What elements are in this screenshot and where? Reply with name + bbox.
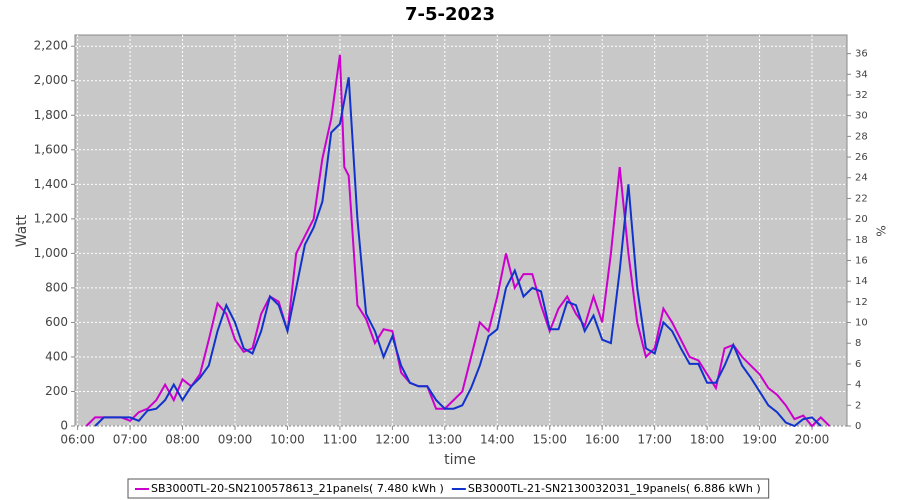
- y-tick-label: 0: [60, 419, 68, 433]
- x-tick-label: 08:00: [165, 433, 200, 447]
- x-tick-label: 09:00: [218, 433, 253, 447]
- y2-tick-label: 26: [855, 152, 868, 163]
- y-tick-label: 1,600: [34, 142, 68, 156]
- y-tick-label: 2,200: [34, 39, 68, 53]
- y2-tick-label: 6: [855, 359, 861, 370]
- x-tick-label: 17:00: [637, 433, 672, 447]
- y2-tick-label: 32: [855, 90, 868, 101]
- y2-tick-label: 12: [855, 297, 868, 308]
- y-tick-label: 1,200: [34, 211, 68, 225]
- y2-tick-label: 36: [855, 49, 868, 60]
- y-tick-label: 400: [45, 349, 68, 363]
- y2-tick-label: 16: [855, 255, 868, 266]
- chart-title: 7-5-2023: [405, 4, 495, 25]
- legend-label: SB3000TL-21-SN2130032031_19panels( 6.886…: [468, 482, 761, 495]
- y2-tick-label: 28: [855, 131, 868, 142]
- y2-tick-label: 4: [855, 380, 861, 391]
- y2-tick-label: 34: [855, 69, 868, 80]
- y2-tick-label: 20: [855, 214, 868, 225]
- x-tick-label: 10:00: [270, 433, 305, 447]
- x-tick-label: 06:00: [60, 433, 95, 447]
- y-tick-label: 1,400: [34, 177, 68, 191]
- y-tick-label: 600: [45, 315, 68, 329]
- x-tick-label: 14:00: [480, 433, 515, 447]
- y2-tick-label: 2: [855, 400, 861, 411]
- y-tick-label: 2,000: [34, 73, 68, 87]
- y2-tick-label: 10: [855, 318, 868, 329]
- y2-tick-label: 30: [855, 111, 868, 122]
- y-tick-label: 200: [45, 384, 68, 398]
- y2-tick-label: 8: [855, 338, 861, 349]
- x-axis-label: time: [444, 452, 476, 468]
- plot-area: [74, 34, 848, 427]
- x-tick-label: 11:00: [323, 433, 358, 447]
- legend-box: [127, 478, 770, 499]
- x-tick-label: 20:00: [795, 433, 830, 447]
- x-tick-label: 07:00: [113, 433, 148, 447]
- x-tick-label: 13:00: [428, 433, 463, 447]
- x-tick-label: 18:00: [690, 433, 725, 447]
- y-tick-label: 800: [45, 280, 68, 294]
- series-line: [85, 54, 831, 428]
- x-tick-label: 12:00: [375, 433, 410, 447]
- legend-label: SB3000TL-20-SN2100578613_21panels( 7.480…: [151, 482, 444, 495]
- x-tick-label: 16:00: [585, 433, 620, 447]
- series-line: [94, 77, 822, 428]
- x-tick-label: 15:00: [532, 433, 567, 447]
- legend: SB3000TL-20-SN2100578613_21panels( 7.480…: [127, 478, 770, 499]
- y2-tick-label: 0: [855, 421, 861, 432]
- y2-tick-label: 22: [855, 193, 868, 204]
- y2-tick-label: 18: [855, 235, 868, 246]
- y-axis-label: Watt: [14, 214, 30, 247]
- y-tick-label: 1,000: [34, 246, 68, 260]
- y2-tick-label: 14: [855, 276, 868, 287]
- x-tick-label: 19:00: [742, 433, 777, 447]
- y2-tick-label: 24: [855, 173, 868, 184]
- y-tick-label: 1,800: [34, 108, 68, 122]
- y2-axis-label: %: [874, 225, 888, 236]
